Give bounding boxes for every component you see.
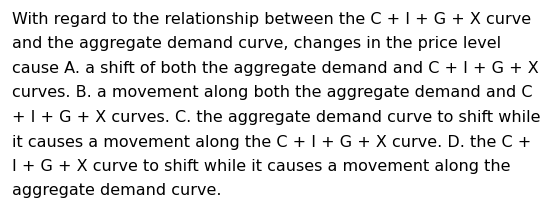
Text: cause A. a shift of both the aggregate demand and C + I + G + X: cause A. a shift of both the aggregate d…	[12, 61, 539, 76]
Text: aggregate demand curve.: aggregate demand curve.	[12, 184, 222, 199]
Text: I + G + X curve to shift while it causes a movement along the: I + G + X curve to shift while it causes…	[12, 159, 511, 174]
Text: With regard to the relationship between the C + I + G + X curve: With regard to the relationship between …	[12, 12, 531, 27]
Text: curves. B. a movement along both the aggregate demand and C: curves. B. a movement along both the agg…	[12, 85, 532, 101]
Text: it causes a movement along the C + I + G + X curve. D. the C +: it causes a movement along the C + I + G…	[12, 135, 531, 149]
Text: and the aggregate demand curve, changes in the price level: and the aggregate demand curve, changes …	[12, 37, 501, 51]
Text: + I + G + X curves. C. the aggregate demand curve to shift while: + I + G + X curves. C. the aggregate dem…	[12, 110, 541, 125]
